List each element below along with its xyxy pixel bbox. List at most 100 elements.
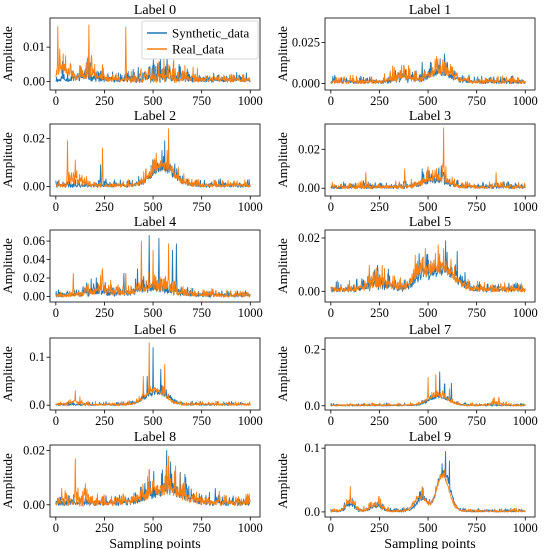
series-group: [330, 371, 526, 407]
y-tick-label: 0.00: [298, 181, 320, 195]
x-tick-label: 1000: [513, 200, 538, 214]
y-axis-label: Amplitude: [275, 346, 290, 402]
chart-label-6: Label 6 Amplitude 0 250 500 750 1000 0.0 0.1: [0, 323, 263, 428]
chart-title: Label 7: [409, 323, 451, 338]
plot-frame: [49, 123, 261, 197]
series-line-real-data: [330, 244, 526, 293]
x-tick-label: 750: [192, 414, 211, 428]
x-tick-label: 250: [370, 521, 389, 535]
series-group: [330, 240, 526, 293]
y-axis-label: Amplitude: [0, 346, 15, 402]
x-tick-label: 1000: [238, 200, 263, 214]
y-tick-label: 0.02: [23, 131, 45, 145]
chart-label-1: Label 1 Amplitude 0 250 500 750 1000 0.000 0.025: [275, 3, 538, 108]
y-axis-label: Amplitude: [0, 26, 15, 82]
x-tick-label: 250: [95, 306, 114, 320]
y-tick-label: 0.1: [29, 350, 45, 364]
x-tick-label: 0: [53, 94, 59, 108]
series-line-real-data: [55, 342, 251, 407]
plot-frame: [324, 444, 536, 518]
y-axis-label: Amplitude: [0, 238, 15, 294]
y-tick-label: 0.02: [23, 443, 45, 457]
x-tick-label: 750: [467, 521, 486, 535]
x-tick-label: 750: [467, 306, 486, 320]
x-axis-label: Sampling points: [384, 537, 475, 549]
plot-frame: [324, 229, 536, 303]
y-tick-label: 0.0: [29, 398, 45, 412]
y-tick-label: 0.025: [292, 36, 320, 50]
x-tick-label: 0: [53, 306, 59, 320]
series-line-real-data: [330, 56, 526, 85]
y-tick-label: 0.0: [304, 505, 320, 519]
chart-title: Label 0: [134, 3, 176, 18]
x-tick-label: 0: [328, 94, 334, 108]
y-tick-label: 0.1: [304, 441, 320, 455]
chart-title: Label 1: [409, 3, 451, 18]
x-tick-label: 0: [328, 414, 334, 428]
legend-box: [141, 20, 259, 60]
series-group: [330, 127, 526, 190]
y-tick-label: 0.2: [304, 342, 320, 356]
y-tick-label: 0.06: [23, 234, 45, 248]
chart-title: Label 3: [409, 109, 451, 124]
x-tick-label: 500: [144, 94, 163, 108]
x-tick-label: 250: [370, 200, 389, 214]
x-tick-label: 1000: [238, 94, 263, 108]
series-line-synthetic-data: [330, 53, 526, 85]
chart-label-8: Label 8 Amplitude 0 250 500 750 1000 0.00 0.02 Sa…: [0, 430, 263, 549]
x-tick-label: 1000: [238, 306, 263, 320]
x-tick-label: 0: [328, 306, 334, 320]
x-tick-label: 0: [53, 414, 59, 428]
series-line-real-data: [55, 24, 251, 84]
chart-label-3: Label 3 Amplitude 0 250 500 750 1000 0.00 0.02: [275, 109, 538, 214]
y-axis-label: Amplitude: [275, 238, 290, 294]
y-tick-label: 0.02: [23, 271, 45, 285]
x-tick-label: 0: [328, 521, 334, 535]
y-tick-label: 0.00: [298, 284, 320, 298]
x-tick-label: 750: [192, 94, 211, 108]
x-tick-label: 1000: [513, 306, 538, 320]
x-tick-label: 750: [192, 306, 211, 320]
series-group: [330, 53, 526, 85]
chart-label-2: Label 2 Amplitude 0 250 500 750 1000 0.00 0.02: [0, 109, 263, 214]
series-line-real-data: [55, 240, 251, 298]
series-line-synthetic-data: [55, 449, 251, 507]
x-tick-label: 500: [419, 200, 438, 214]
y-axis-label: Amplitude: [0, 453, 15, 509]
plot-frame: [324, 123, 536, 197]
plot-frame: [324, 17, 536, 91]
series-group: [55, 449, 251, 507]
y-tick-label: 0.02: [298, 231, 320, 245]
x-tick-label: 250: [370, 94, 389, 108]
series-group: [330, 450, 526, 513]
y-axis-label: Amplitude: [0, 132, 15, 188]
y-tick-label: 0.00: [23, 289, 45, 303]
series-line-real-data: [330, 374, 526, 407]
x-tick-label: 750: [467, 94, 486, 108]
plot-frame: [49, 337, 261, 411]
y-tick-label: 0.00: [23, 498, 45, 512]
x-tick-label: 500: [419, 306, 438, 320]
x-tick-label: 750: [192, 521, 211, 535]
y-tick-label: 0.0: [304, 399, 320, 413]
chart-title: Label 2: [134, 109, 176, 124]
y-tick-label: 0.01: [23, 40, 45, 54]
x-tick-label: 500: [144, 306, 163, 320]
y-tick-label: 0.00: [23, 179, 45, 193]
x-tick-label: 500: [419, 521, 438, 535]
chart-title: Label 8: [134, 430, 176, 445]
y-tick-label: 0.00: [23, 74, 45, 88]
y-tick-label: 0.02: [298, 142, 320, 156]
x-tick-label: 750: [192, 200, 211, 214]
y-axis-label: Amplitude: [275, 132, 290, 188]
x-axis-label: Sampling points: [109, 537, 200, 549]
series-line-real-data: [330, 127, 526, 190]
x-tick-label: 1000: [513, 94, 538, 108]
series-group: [55, 128, 251, 188]
chart-label-5: Label 5 Amplitude 0 250 500 750 1000 0.00 0.02: [275, 215, 538, 320]
x-tick-label: 750: [467, 200, 486, 214]
series-group: [55, 342, 251, 407]
series-line-synthetic-data: [55, 347, 251, 407]
x-tick-label: 250: [95, 521, 114, 535]
legend-entry-real-data: Real_data: [172, 42, 224, 57]
